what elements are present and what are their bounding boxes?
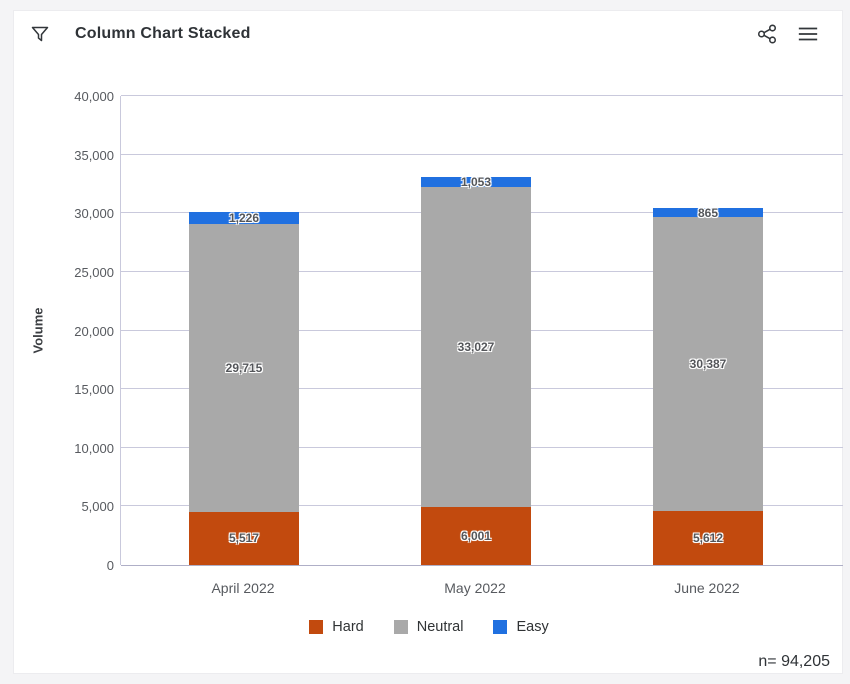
y-axis-tick-label: 30,000 (74, 206, 114, 222)
bar-segment-hard-april-2022[interactable] (189, 511, 299, 565)
bar-segment-easy-april-2022[interactable] (189, 212, 299, 225)
bar-segment-neutral-may-2022[interactable] (421, 187, 531, 507)
y-axis-tick-label: 10,000 (74, 440, 114, 456)
page-title: Column Chart Stacked (75, 25, 251, 42)
legend-swatch (493, 620, 508, 634)
bar-may-2022: 6,001 33,027 1,053 (421, 96, 531, 565)
bar-segment-easy-may-2022[interactable] (421, 177, 531, 188)
bar-segment-hard-may-2022[interactable] (421, 506, 531, 565)
bar-segment-neutral-june-2022[interactable] (653, 216, 763, 511)
y-axis-tick-label: 25,000 (74, 264, 114, 280)
x-axis-label: April 2022 (211, 580, 275, 596)
gridline (121, 153, 843, 155)
chart-card: Column Chart Stacked Volume 0 5,000 10,000… (13, 10, 843, 674)
legend-swatch (309, 620, 324, 634)
bar-segment-neutral-april-2022[interactable] (189, 224, 299, 512)
legend-swatch (393, 620, 408, 634)
y-axis-tick-label: 40,000 (74, 89, 114, 104)
y-axis-tick-label: 35,000 (74, 147, 114, 163)
share-icon-glyph (757, 24, 777, 44)
legend-label: Easy (516, 619, 549, 635)
filter-icon[interactable] (28, 22, 52, 46)
bar-segment-hard-june-2022[interactable] (653, 510, 763, 565)
legend-label: Hard (332, 619, 364, 635)
legend-item-neutral[interactable]: Neutral (393, 619, 464, 635)
legend-item-hard[interactable]: Hard (309, 619, 364, 635)
plot-area: 5,517 29,715 1,226 6,001 33,027 1,053 5,612 30,… (120, 95, 843, 566)
filter-icon-glyph (31, 26, 49, 42)
legend: Hard Neutral Easy (14, 619, 844, 635)
gridline (121, 95, 843, 96)
menu-icon-glyph (798, 27, 818, 41)
y-axis-tick-label: 0 (106, 558, 114, 573)
y-axis-tick-label: 5,000 (81, 499, 114, 515)
bar-segment-easy-june-2022[interactable] (653, 208, 763, 217)
bar-april-2022: 5,517 29,715 1,226 (189, 96, 299, 565)
x-axis-label: May 2022 (444, 580, 506, 596)
y-axis-tick-label: 20,000 (74, 323, 114, 339)
legend-label: Neutral (416, 619, 464, 635)
menu-icon[interactable] (796, 22, 820, 46)
y-axis-tick-label: 15,000 (74, 382, 114, 398)
legend-item-easy[interactable]: Easy (493, 619, 549, 635)
bar-june-2022: 5,612 30,387 865 (653, 96, 763, 565)
share-icon[interactable] (755, 22, 779, 46)
x-axis-label: June 2022 (674, 580, 740, 596)
sample-size-label: n= 94,205 (758, 653, 830, 670)
x-axis-line (121, 565, 843, 566)
